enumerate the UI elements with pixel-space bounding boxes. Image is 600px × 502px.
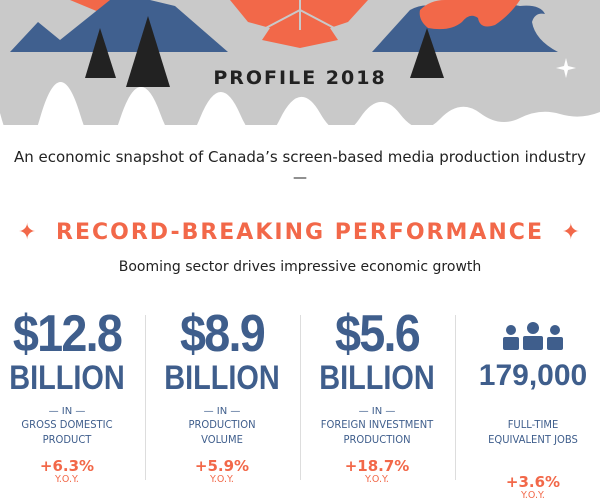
stat-yoy: Y.O.Y. [521,490,545,501]
stat-value: $12.8 [12,305,123,363]
stat-gdp: $12.8 BILLION — IN — GROSS DOMESTIC PRODU… [0,308,142,486]
star-icon: ✦ [17,220,39,245]
stat-label: FULL-TIME EQUIVALENT JOBS [488,419,578,446]
tree-icon [410,28,444,78]
people-icon [503,322,563,350]
divider [300,315,301,480]
stat-in: — IN — [358,406,396,417]
stat-yoy: Y.O.Y. [210,474,234,485]
stat-change: +18.7% [344,457,410,475]
section-heading: ✦ RECORD-BREAKING PERFORMANCE ✦ [0,220,600,245]
stat-in: — IN — [48,406,86,417]
star-icon: ✦ [561,220,583,245]
stat-production-volume: $8.9 BILLION — IN — PRODUCTION VOLUME +5.… [147,308,297,486]
divider [455,315,456,480]
stat-change: +5.9% [194,457,250,475]
stat-label: FOREIGN INVESTMENT PRODUCTION [320,419,434,446]
stat-change: +3.6% [505,473,561,491]
stat-value: $5.6 [335,305,421,363]
stat-unit: BILLION [164,359,280,397]
stat-label: GROSS DOMESTIC PRODUCT [21,419,113,446]
stat-jobs: 179,000 FULL-TIME EQUIVALENT JOBS +3.6% Y… [458,308,600,502]
stat-label: PRODUCTION VOLUME [188,419,256,446]
section-subtitle: Booming sector drives impressive economi… [118,259,482,275]
stat-foreign-investment: $5.6 BILLION — IN — FOREIGN INVESTMENT PR… [302,308,452,486]
stat-value: $8.9 [180,305,266,363]
intro-dash: — [293,170,307,186]
intro-text: An economic snapshot of Canada’s screen-… [13,148,587,166]
waves-icon [372,0,558,53]
mountains-icon [10,0,228,52]
stat-yoy: Y.O.Y. [55,474,79,485]
stat-unit: BILLION [319,359,435,397]
stat-in: — IN — [203,406,241,417]
tree-icon [85,28,116,78]
tree-icon [126,16,170,87]
stat-value: 179,000 [478,359,588,392]
page-title: PROFILE 2018 [213,67,387,89]
divider [145,315,146,480]
stat-unit: BILLION [9,359,125,397]
sparkle-icon [556,58,576,78]
stat-change: +6.3% [39,457,95,475]
section-heading-text: RECORD-BREAKING PERFORMANCE [56,220,544,245]
header-illustration [0,0,600,125]
stat-yoy: Y.O.Y. [365,474,389,485]
maple-leaf-icon [230,0,368,48]
